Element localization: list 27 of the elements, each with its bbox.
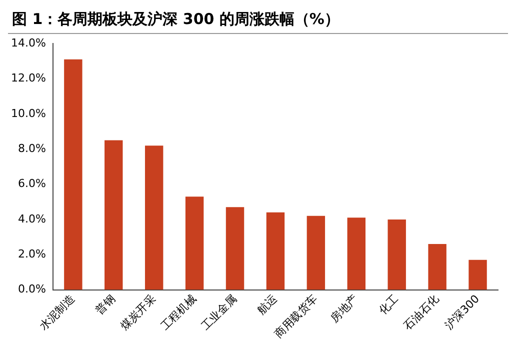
- chart-title: 图 1：各周期板块及沪深 300 的周涨跌幅（%）: [8, 8, 508, 34]
- bar: [306, 216, 326, 290]
- bar: [104, 140, 123, 290]
- y-tick-label: 12.0%: [10, 72, 46, 85]
- bar: [388, 219, 406, 290]
- x-tick-label: 工程机械: [158, 292, 199, 333]
- x-tick-label: 煤炭开采: [118, 292, 158, 333]
- bar: [64, 59, 82, 290]
- y-tick-label: 10.0%: [10, 106, 46, 120]
- x-tick-label: 化工: [376, 292, 401, 318]
- y-tick-label: 8.0%: [18, 142, 46, 155]
- y-tick-label: 14.0%: [10, 36, 46, 50]
- y-tick-label: 4.0%: [18, 212, 46, 226]
- y-tick-label: 6.0%: [18, 177, 46, 190]
- bar: [428, 244, 446, 290]
- y-tick-label: 2.0%: [18, 247, 46, 260]
- x-tick-label: 房地产: [328, 292, 361, 325]
- bar: [226, 207, 244, 290]
- x-tick-label: 石油石化: [401, 292, 442, 333]
- bar: [347, 218, 366, 290]
- x-tick-label: 普钢: [93, 292, 118, 318]
- bar: [468, 260, 487, 290]
- bar: [185, 196, 204, 290]
- x-tick-label: 航运: [254, 292, 280, 318]
- x-tick-label: 工业金属: [198, 292, 240, 333]
- bar: [144, 146, 164, 290]
- bar: [266, 212, 285, 290]
